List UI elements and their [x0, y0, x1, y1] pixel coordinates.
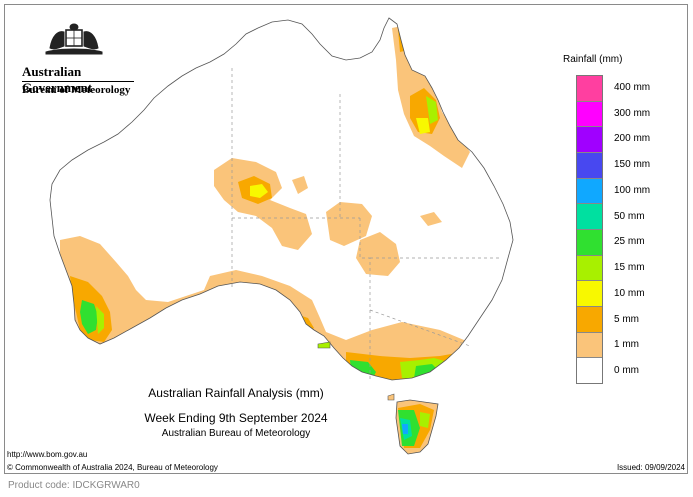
legend-label: 100 mm: [614, 184, 651, 196]
bureau-title: Bureau of Meteorology: [22, 84, 131, 96]
legend-label: 0 mm: [614, 365, 639, 377]
rain-central-east-1mm: [326, 202, 372, 246]
rain-central-qld-1mm: [356, 232, 400, 276]
bass-strait-island: [387, 393, 395, 401]
title-divider: [22, 81, 134, 82]
issued-date: Issued: 09/09/2024: [616, 463, 685, 472]
rain-qld-coast-10mm: [416, 118, 430, 134]
legend-label: 1 mm: [614, 339, 639, 351]
rain-sw-wa-25mm: [80, 300, 98, 334]
legend-color-bar: [576, 75, 603, 384]
rain-central-1mm: [214, 158, 312, 250]
legend-swatch: [577, 127, 602, 154]
legend-title: Rainfall (mm): [563, 54, 623, 65]
copyright-text: © Commonwealth of Australia 2024, Bureau…: [7, 463, 218, 472]
state-borders: [231, 68, 500, 380]
rain-qld-coast-15mm: [426, 96, 438, 124]
legend-label: 10 mm: [614, 287, 645, 299]
rain-qld-small-1mm: [420, 212, 442, 226]
legend-label: 5 mm: [614, 313, 639, 325]
legend-swatch: [577, 204, 602, 231]
legend-label: 400 mm: [614, 81, 651, 93]
map-title: Australian Rainfall Analysis (mm): [148, 386, 324, 400]
legend-swatch: [577, 153, 602, 179]
product-code: Product code: IDCKGRWAR0: [8, 480, 140, 491]
legend-label: 150 mm: [614, 159, 651, 171]
legend-label: 50 mm: [614, 210, 645, 222]
rain-sw-wa-10mm: [96, 306, 104, 334]
legend-label: 200 mm: [614, 133, 651, 145]
rain-nt-small-1mm: [292, 176, 308, 194]
legend-swatch: [577, 178, 602, 205]
legend-swatch: [577, 358, 602, 384]
legend-swatch: [577, 281, 602, 308]
legend-swatch: [577, 76, 602, 102]
legend-swatch: [577, 307, 602, 333]
tasmania-rainfall: [398, 404, 434, 448]
legend-swatch: [577, 332, 602, 359]
legend-swatch: [577, 255, 602, 282]
legend-label: 25 mm: [614, 236, 645, 248]
kangaroo-island: [317, 341, 331, 349]
bom-url-link[interactable]: http://www.bom.gov.au: [7, 450, 88, 459]
coat-of-arms-logo: [45, 23, 103, 55]
map-period: Week Ending 9th September 2024: [144, 411, 328, 425]
government-title: Australian Government: [22, 64, 93, 95]
legend-label: 15 mm: [614, 262, 645, 274]
rain-central-10mm: [250, 184, 268, 198]
map-source: Australian Bureau of Meteorology: [161, 428, 311, 439]
legend-label: 300 mm: [614, 107, 651, 119]
legend-swatch: [577, 101, 602, 128]
legend-swatch: [577, 230, 602, 256]
